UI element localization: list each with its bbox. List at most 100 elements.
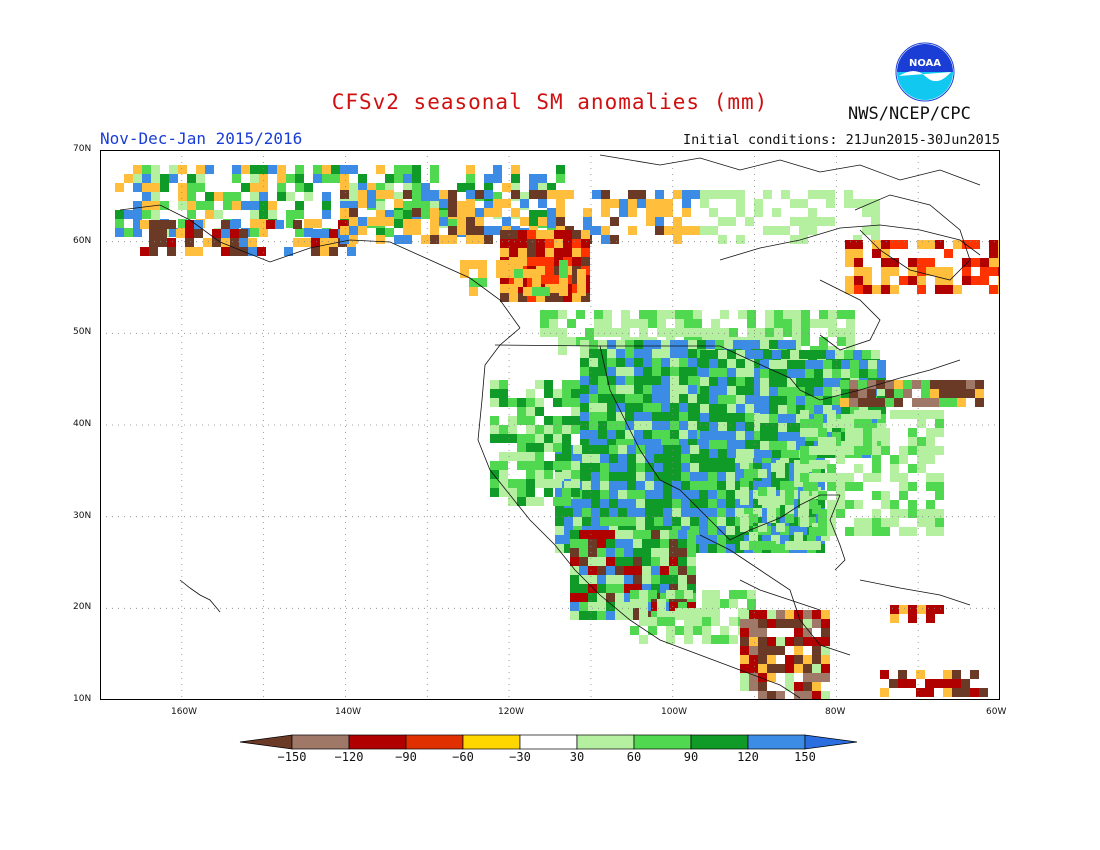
anomaly-cell xyxy=(642,575,651,584)
anomaly-cell xyxy=(679,430,688,439)
anomaly-cell xyxy=(706,340,715,349)
anomaly-cell xyxy=(758,682,767,691)
anomaly-cell xyxy=(881,267,890,276)
anomaly-cell xyxy=(684,608,693,617)
anomaly-cell xyxy=(403,183,412,192)
anomaly-cell xyxy=(259,174,268,183)
anomaly-cell xyxy=(758,646,767,655)
anomaly-cell xyxy=(577,278,586,287)
anomaly-cell xyxy=(185,238,194,247)
anomaly-cell xyxy=(832,441,841,450)
anomaly-cell xyxy=(572,266,581,275)
anomaly-cell xyxy=(678,575,687,584)
anomaly-cell xyxy=(562,380,571,389)
anomaly-cell xyxy=(736,377,745,386)
anomaly-cell xyxy=(800,446,809,455)
anomaly-cell xyxy=(580,439,589,448)
anomaly-cell xyxy=(499,389,508,398)
anomaly-cell xyxy=(862,208,871,217)
anomaly-cell xyxy=(745,350,754,359)
anomaly-cell xyxy=(573,499,582,508)
anomaly-cell xyxy=(672,472,681,481)
anomaly-cell xyxy=(475,226,484,235)
anomaly-cell xyxy=(863,446,872,455)
anomaly-cell xyxy=(627,499,636,508)
anomaly-cell xyxy=(772,208,781,217)
anomaly-cell xyxy=(935,276,944,285)
anomaly-cell xyxy=(796,441,805,450)
anomaly-cell xyxy=(547,217,556,226)
anomaly-cell xyxy=(609,472,618,481)
anomaly-cell xyxy=(601,199,610,208)
anomaly-cell xyxy=(529,190,538,199)
anomaly-cell xyxy=(589,385,598,394)
anomaly-cell xyxy=(500,275,509,284)
anomaly-cell xyxy=(544,380,553,389)
anomaly-cell xyxy=(660,593,669,602)
anomaly-cell xyxy=(250,201,259,210)
anomaly-cell xyxy=(564,544,573,553)
anomaly-cell xyxy=(827,518,836,527)
anomaly-cell xyxy=(863,428,872,437)
anomaly-cell xyxy=(908,446,917,455)
coastline-segment xyxy=(599,154,981,186)
anomaly-cell xyxy=(194,247,203,256)
anomaly-cell xyxy=(845,473,854,482)
anomaly-cell xyxy=(572,275,581,284)
legend-swatch xyxy=(348,734,407,750)
coastline-segment xyxy=(600,345,961,401)
anomaly-cell xyxy=(800,455,809,464)
anomaly-cell xyxy=(736,431,745,440)
anomaly-cell xyxy=(430,208,439,217)
anomaly-cell xyxy=(767,487,776,496)
anomaly-cell xyxy=(736,440,745,449)
anomaly-cell xyxy=(167,238,176,247)
anomaly-cell xyxy=(863,473,872,482)
anomaly-cell xyxy=(749,532,758,541)
anomaly-cell xyxy=(863,419,872,428)
anomaly-cell xyxy=(606,548,615,557)
anomaly-cell xyxy=(509,248,518,257)
anomaly-cell xyxy=(579,557,588,566)
anomaly-cell xyxy=(589,439,598,448)
anomaly-cell xyxy=(754,368,763,377)
anomaly-cell xyxy=(872,473,881,482)
anomaly-cell xyxy=(582,472,591,481)
anomaly-cell xyxy=(785,664,794,673)
anomaly-cell xyxy=(571,380,580,389)
anomaly-cell xyxy=(912,380,921,389)
anomaly-cell xyxy=(639,617,648,626)
anomaly-cell xyxy=(403,235,412,244)
anomaly-cell xyxy=(805,360,814,369)
anomaly-cell xyxy=(821,655,830,664)
anomaly-cell xyxy=(556,190,565,199)
anomaly-cell xyxy=(682,226,691,235)
anomaly-cell xyxy=(921,380,930,389)
anomaly-cell xyxy=(160,201,169,210)
coastline-segment xyxy=(854,194,971,281)
anomaly-cell xyxy=(661,421,670,430)
anomaly-cell xyxy=(809,446,818,455)
anomaly-cell xyxy=(571,398,580,407)
anomaly-cell xyxy=(484,183,493,192)
anomaly-cell xyxy=(571,488,580,497)
anomaly-cell xyxy=(790,350,799,359)
anomaly-cell xyxy=(607,385,616,394)
coastline-segment xyxy=(829,494,846,571)
anomaly-cell xyxy=(517,443,526,452)
anomaly-cell xyxy=(917,509,926,518)
anomaly-cell xyxy=(718,368,727,377)
anomaly-cell xyxy=(579,584,588,593)
anomaly-cell xyxy=(926,437,935,446)
anomaly-cell xyxy=(630,626,639,635)
anomaly-cell xyxy=(767,664,776,673)
anomaly-cell xyxy=(805,405,814,414)
anomaly-cell xyxy=(591,490,600,499)
anomaly-cell xyxy=(688,385,697,394)
anomaly-cell xyxy=(700,395,709,404)
anomaly-cell xyxy=(858,389,867,398)
anomaly-cell xyxy=(890,455,899,464)
anomaly-cell xyxy=(749,610,758,619)
anomaly-cell xyxy=(670,358,679,367)
anomaly-cell xyxy=(496,260,505,269)
